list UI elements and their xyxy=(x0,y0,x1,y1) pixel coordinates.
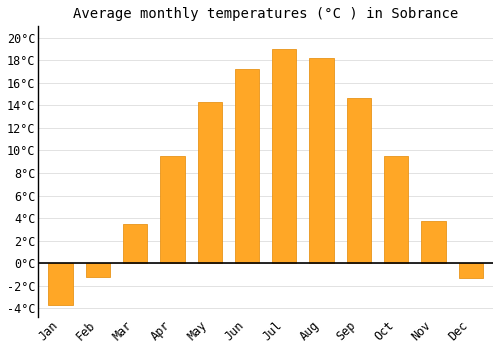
Bar xyxy=(123,224,148,263)
Bar xyxy=(48,263,72,305)
Bar xyxy=(272,49,296,263)
Bar xyxy=(160,156,184,263)
Bar xyxy=(198,102,222,263)
Bar xyxy=(235,69,259,263)
Bar xyxy=(384,156,408,263)
Bar xyxy=(310,58,334,263)
Title: Average monthly temperatures (°C ) in Sobrance: Average monthly temperatures (°C ) in So… xyxy=(73,7,458,21)
Bar xyxy=(346,98,371,263)
Bar xyxy=(422,222,446,263)
Bar xyxy=(86,263,110,277)
Bar xyxy=(458,263,483,278)
